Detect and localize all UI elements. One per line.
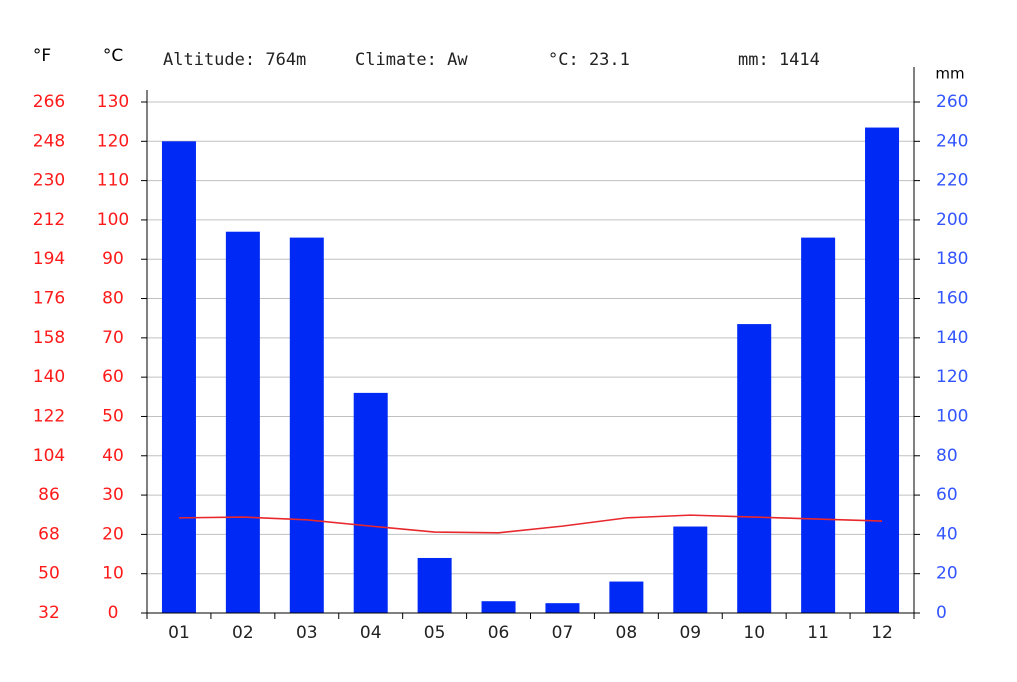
y2-tick-label: 200	[936, 210, 968, 230]
fahrenheit-tick-label: 194	[33, 249, 65, 269]
fahrenheit-tick-label: 212	[33, 210, 65, 230]
bar	[673, 526, 708, 613]
x-tick-label: 10	[743, 623, 765, 643]
fahrenheit-tick-label: 158	[33, 328, 65, 348]
bar	[225, 231, 260, 613]
y-tick-label: 110	[97, 171, 129, 191]
header-temperature: °C: 23.1	[548, 50, 630, 70]
bar	[737, 324, 772, 613]
x-tick-label: 02	[232, 623, 254, 643]
bar	[161, 141, 196, 614]
fahrenheit-tick-label: 86	[38, 485, 60, 505]
fahrenheit-tick-label: 176	[33, 289, 65, 309]
fahrenheit-tick-label: 68	[38, 524, 60, 544]
x-tick-label: 08	[616, 623, 638, 643]
y2-tick-label: 40	[936, 524, 958, 544]
x-tick-label: 09	[679, 623, 701, 643]
y-tick-label: 40	[102, 446, 124, 466]
y2-tick-label: 260	[936, 92, 968, 112]
y-tick-label: 60	[102, 367, 124, 387]
y-tick-label: 0	[108, 603, 119, 623]
y2-tick-label: 100	[936, 406, 968, 426]
y2-tick-label: 120	[936, 367, 968, 387]
bar	[865, 127, 900, 614]
y-tick-label: 20	[102, 524, 124, 544]
celsius-axis-label: °C	[103, 46, 123, 66]
y2-tick-label: 60	[936, 485, 958, 505]
y2-tick-label: 160	[936, 289, 968, 309]
x-tick-label: 11	[807, 623, 829, 643]
bar	[417, 557, 452, 613]
y-tick-label: 130	[97, 92, 129, 112]
fahrenheit-tick-label: 32	[38, 603, 60, 623]
header-precipitation: mm: 1414	[738, 50, 820, 70]
y-tick-label: 80	[102, 289, 124, 309]
y2-tick-label: 80	[936, 446, 958, 466]
y2-tick-label: 220	[936, 171, 968, 191]
fahrenheit-tick-label: 122	[33, 406, 65, 426]
y-tick-label: 10	[102, 564, 124, 584]
fahrenheit-tick-label: 230	[33, 171, 65, 191]
y2-tick-label: 20	[936, 564, 958, 584]
bar	[609, 581, 644, 613]
bar	[545, 603, 580, 613]
y-tick-label: 120	[97, 131, 129, 151]
y2-tick-label: 180	[936, 249, 968, 269]
x-tick-label: 04	[360, 623, 382, 643]
header-altitude: Altitude: 764m	[163, 50, 306, 70]
x-tick-label: 01	[168, 623, 190, 643]
fahrenheit-tick-label: 50	[38, 564, 60, 584]
y2-tick-label: 0	[936, 603, 947, 623]
x-tick-label: 03	[296, 623, 318, 643]
header-climate: Climate: Aw	[355, 50, 468, 70]
y-tick-label: 70	[102, 328, 124, 348]
fahrenheit-tick-label: 140	[33, 367, 65, 387]
bar	[801, 237, 836, 613]
y-tick-label: 50	[102, 406, 124, 426]
fahrenheit-tick-label: 266	[33, 92, 65, 112]
y-tick-label: 100	[97, 210, 129, 230]
x-tick-label: 05	[424, 623, 446, 643]
fahrenheit-tick-label: 104	[33, 446, 65, 466]
bar	[353, 392, 388, 613]
x-tick-label: 06	[488, 623, 510, 643]
y2-tick-label: 240	[936, 131, 968, 151]
fahrenheit-axis-label: °F	[33, 46, 51, 66]
bar	[481, 601, 516, 613]
fahrenheit-tick-label: 248	[33, 131, 65, 151]
bar	[289, 237, 324, 613]
x-tick-label: 07	[552, 623, 574, 643]
x-tick-label: 12	[871, 623, 893, 643]
y-tick-label: 30	[102, 485, 124, 505]
y2-tick-label: 140	[936, 328, 968, 348]
temperature-line	[178, 514, 883, 534]
y-tick-label: 90	[102, 249, 124, 269]
mm-axis-label: mm	[935, 65, 964, 83]
